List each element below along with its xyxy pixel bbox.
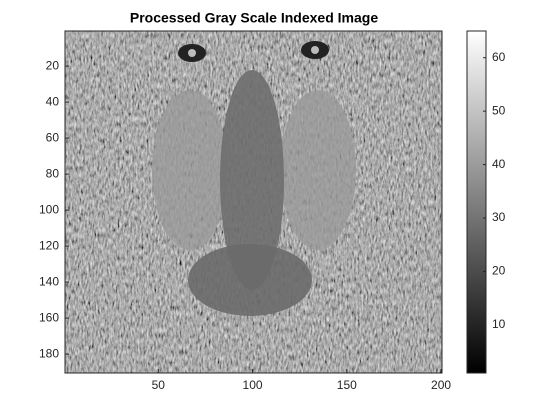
y-tick-label: 80	[46, 166, 60, 180]
y-tick-label: 40	[46, 94, 60, 108]
y-tick-label: 160	[39, 310, 59, 324]
muzzle	[188, 244, 312, 316]
x-tick-label: 50	[152, 378, 166, 392]
right-eye-glint	[311, 46, 319, 54]
left-cheek	[152, 90, 228, 250]
colorbar-tick-label: 30	[492, 210, 506, 224]
x-tick-label: 200	[431, 378, 451, 392]
colorbar-tick-label: 20	[492, 264, 506, 278]
colorbar-tick-label: 10	[492, 317, 506, 331]
axes-box	[64, 30, 443, 374]
nose	[220, 70, 284, 290]
image	[65, 31, 442, 373]
y-tick-label: 180	[39, 346, 59, 360]
left-eye-glint	[188, 49, 196, 57]
x-tick-label: 150	[337, 378, 357, 392]
colorbar-tick-label: 60	[492, 50, 506, 64]
y-tick-label: 60	[46, 130, 60, 144]
x-tick-label: 100	[243, 378, 263, 392]
chart-title: Processed Gray Scale Indexed Image	[130, 10, 378, 26]
y-tick-label: 20	[46, 58, 60, 72]
colorbar	[466, 30, 487, 374]
colorbar-tick-label: 40	[492, 157, 506, 171]
y-tick-label: 140	[39, 274, 59, 288]
right-cheek	[280, 90, 356, 250]
colorbar-tick-label: 50	[492, 103, 506, 117]
y-tick-label: 100	[39, 202, 59, 216]
y-tick-label: 120	[39, 238, 59, 252]
